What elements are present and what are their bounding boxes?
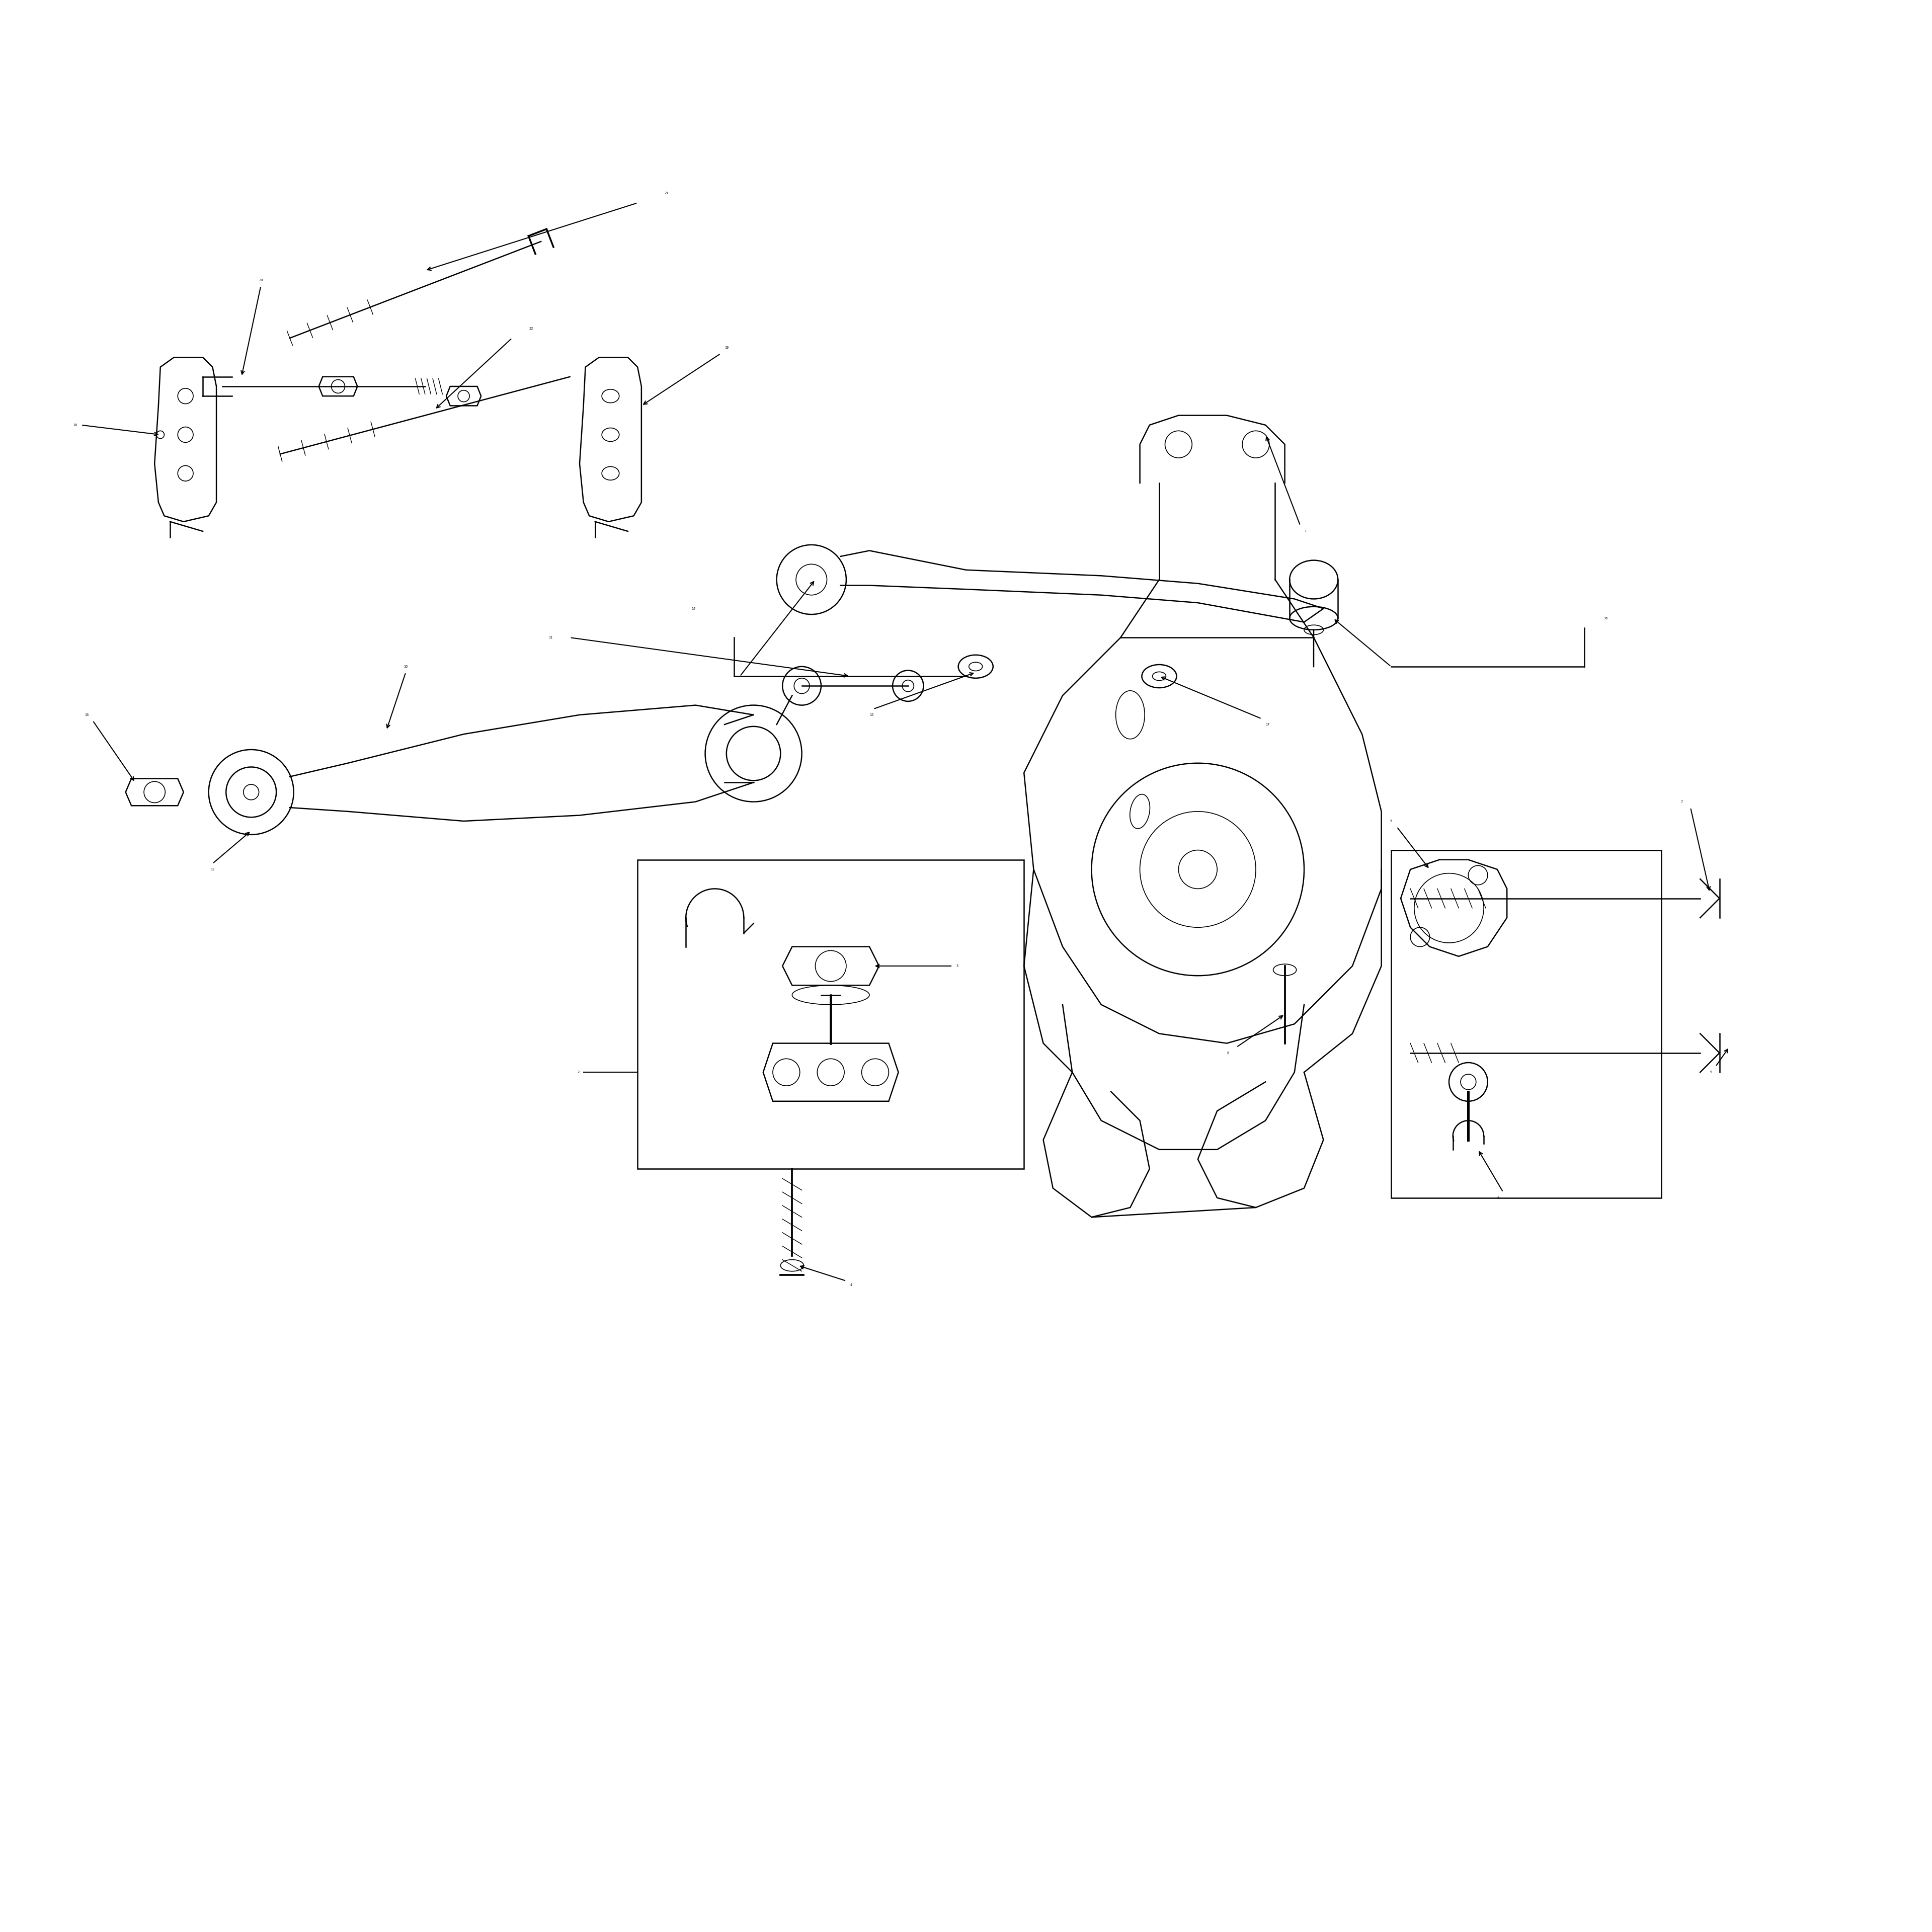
Text: 12: 12 <box>211 867 214 871</box>
Text: 22: 22 <box>529 327 533 330</box>
Text: 5: 5 <box>1389 819 1393 823</box>
Text: 2: 2 <box>578 1070 580 1074</box>
Text: 1: 1 <box>1304 529 1306 533</box>
Bar <box>638 860 1024 1169</box>
Text: 10: 10 <box>404 665 408 668</box>
Text: 11: 11 <box>549 636 553 639</box>
Text: 20: 20 <box>259 278 263 282</box>
Text: 8: 8 <box>1227 1051 1229 1055</box>
Text: 17: 17 <box>1265 723 1269 726</box>
Text: 15: 15 <box>869 713 873 717</box>
Text: 16: 16 <box>1604 616 1607 620</box>
Text: 6: 6 <box>1497 1196 1499 1200</box>
Text: 18: 18 <box>73 423 77 427</box>
Text: 13: 13 <box>85 713 89 717</box>
Text: 19: 19 <box>725 346 728 350</box>
Text: 9: 9 <box>1710 1070 1712 1074</box>
Bar <box>1391 850 1662 1198</box>
Text: 7: 7 <box>1681 800 1683 804</box>
Text: 21: 21 <box>665 191 668 195</box>
Text: 3: 3 <box>956 964 958 968</box>
Text: 14: 14 <box>692 607 696 611</box>
Text: 4: 4 <box>850 1283 852 1287</box>
